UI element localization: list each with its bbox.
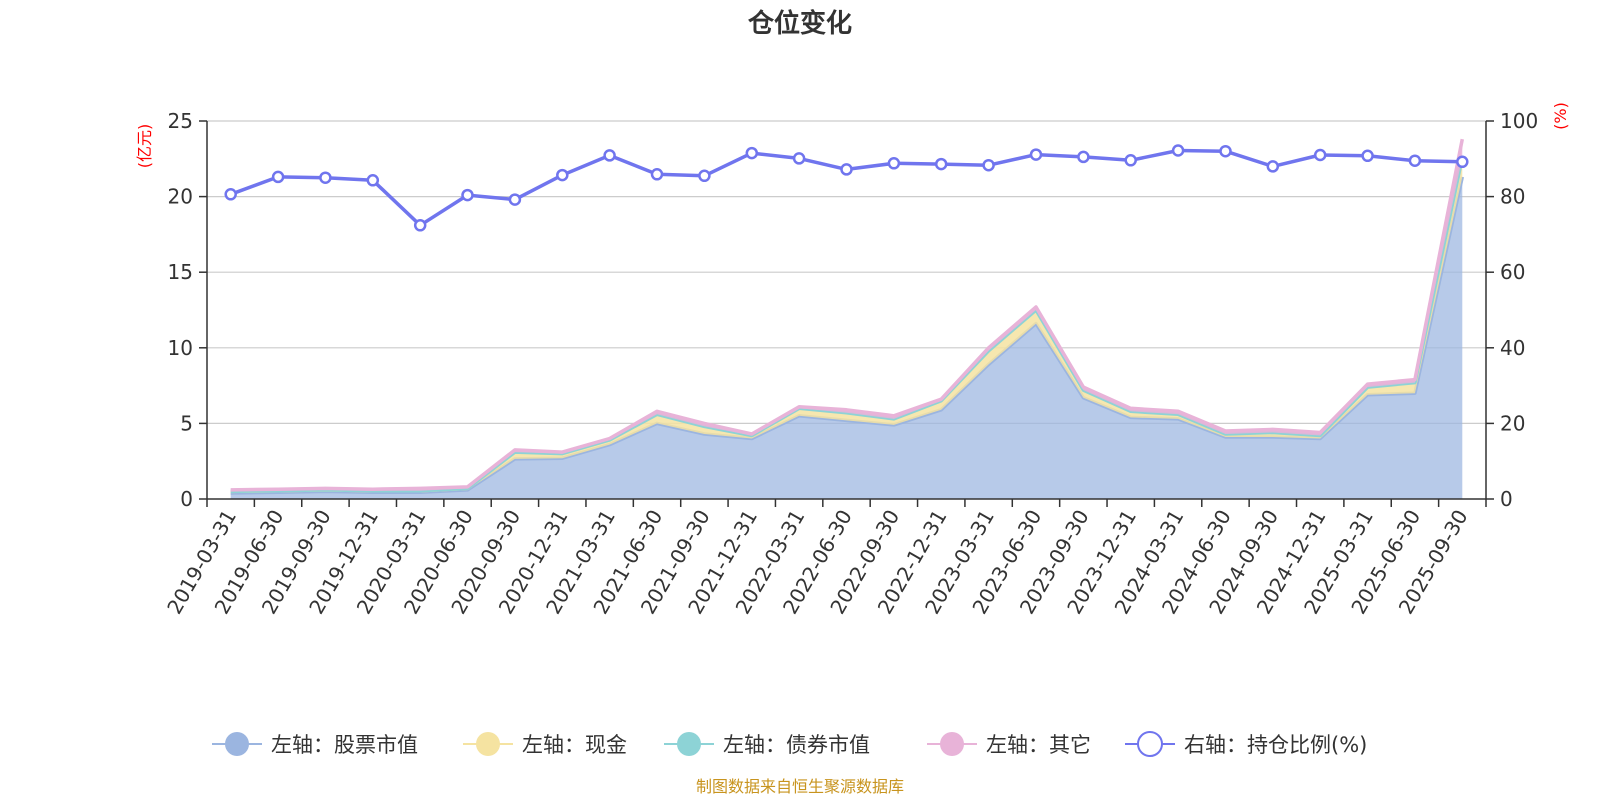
legend-item-4: 左轴：其它 bbox=[927, 732, 1091, 757]
holding-ratio-point bbox=[1171, 144, 1185, 157]
holding-ratio-point bbox=[887, 157, 901, 170]
holding-ratio-point bbox=[840, 163, 853, 176]
holding-ratio-point bbox=[1408, 154, 1422, 167]
area-edge-4 bbox=[230, 138, 1465, 492]
legend-marker bbox=[940, 732, 964, 756]
holding-ratio-point bbox=[698, 169, 711, 183]
holding-ratio-point bbox=[1456, 155, 1469, 169]
chart-title: 仓位变化 bbox=[747, 8, 852, 39]
holding-ratio-point bbox=[413, 219, 427, 232]
legend-label: 左轴：股票市值 bbox=[271, 733, 418, 757]
legend: 左轴：股票市值 左轴：现金 左轴：债券市值 左轴：其它 右轴：持仓比例(%) bbox=[212, 731, 1367, 757]
left-tick-label: 0 bbox=[180, 487, 193, 511]
holding-ratio-point bbox=[934, 157, 948, 171]
left-tick-label: 25 bbox=[168, 109, 193, 133]
legend-marker bbox=[1137, 731, 1163, 757]
holding-ratio-point bbox=[1361, 149, 1374, 163]
holding-ratio-point bbox=[461, 188, 474, 202]
right-tick-label: 0 bbox=[1500, 487, 1513, 511]
holding-ratio-point bbox=[556, 168, 569, 182]
legend-item-5: 右轴：持仓比例(%) bbox=[1125, 731, 1367, 757]
legend-item-2: 左轴：现金 bbox=[463, 732, 627, 757]
right-tick-label: 40 bbox=[1500, 336, 1525, 360]
holding-ratio-point bbox=[508, 193, 522, 206]
legend-label: 右轴：持仓比例(%) bbox=[1184, 733, 1367, 757]
holding-ratio-point bbox=[271, 170, 285, 184]
right-tick-label: 20 bbox=[1500, 411, 1525, 435]
stacked-areas bbox=[230, 138, 1465, 499]
legend-label: 左轴：其它 bbox=[986, 733, 1091, 757]
right-tick-label: 100 bbox=[1500, 109, 1538, 133]
source-note: 制图数据来自恒生聚源数据库 bbox=[696, 777, 904, 796]
holding-ratio-point bbox=[366, 174, 380, 187]
left-tick-label: 10 bbox=[168, 336, 193, 360]
holding-ratio-point bbox=[1266, 160, 1280, 173]
holding-ratio-point bbox=[319, 171, 332, 184]
holding-ratio-point bbox=[650, 168, 664, 181]
legend-label: 左轴：现金 bbox=[522, 733, 627, 757]
legend-item-3: 左轴：债券市值 bbox=[664, 732, 870, 757]
holding-ratio-point bbox=[792, 152, 806, 165]
grid-lines bbox=[207, 120, 1486, 424]
right-tick-label: 80 bbox=[1500, 185, 1525, 209]
holding-ratio-point bbox=[745, 146, 759, 160]
left-tick-label: 15 bbox=[168, 260, 193, 284]
axes bbox=[206, 121, 1487, 500]
left-tick-label: 20 bbox=[168, 185, 193, 209]
holding-ratio-point bbox=[1219, 144, 1232, 158]
holding-ratio-path bbox=[230, 148, 1463, 228]
holding-ratio-point bbox=[1077, 150, 1090, 164]
right-tick-label: 60 bbox=[1500, 260, 1525, 284]
left-axis-unit: (亿元) bbox=[135, 124, 154, 169]
left-tick-label: 5 bbox=[180, 411, 193, 435]
holding-ratio-point bbox=[982, 158, 995, 172]
legend-label: 左轴：债券市值 bbox=[723, 733, 870, 757]
holding-ratio-point bbox=[224, 188, 237, 201]
legend-marker bbox=[225, 732, 249, 756]
legend-marker bbox=[677, 732, 701, 756]
holding-ratio-point bbox=[603, 149, 616, 162]
right-axis-unit: (%) bbox=[1551, 102, 1570, 130]
x-axis-ticks: 2019-03-312019-06-302019-09-302019-12-31… bbox=[162, 499, 1487, 618]
holding-ratio-line bbox=[224, 144, 1469, 232]
legend-item-1: 左轴：股票市值 bbox=[212, 732, 418, 757]
legend-marker bbox=[476, 732, 500, 756]
right-axis-ticks: 0 20 40 60 80 100 bbox=[1486, 109, 1538, 511]
holding-ratio-point bbox=[1029, 148, 1043, 161]
holding-ratio-point bbox=[1124, 154, 1137, 167]
holding-ratio-point bbox=[1313, 148, 1327, 162]
left-axis-ticks: 0 5 10 15 20 25 bbox=[168, 109, 207, 511]
